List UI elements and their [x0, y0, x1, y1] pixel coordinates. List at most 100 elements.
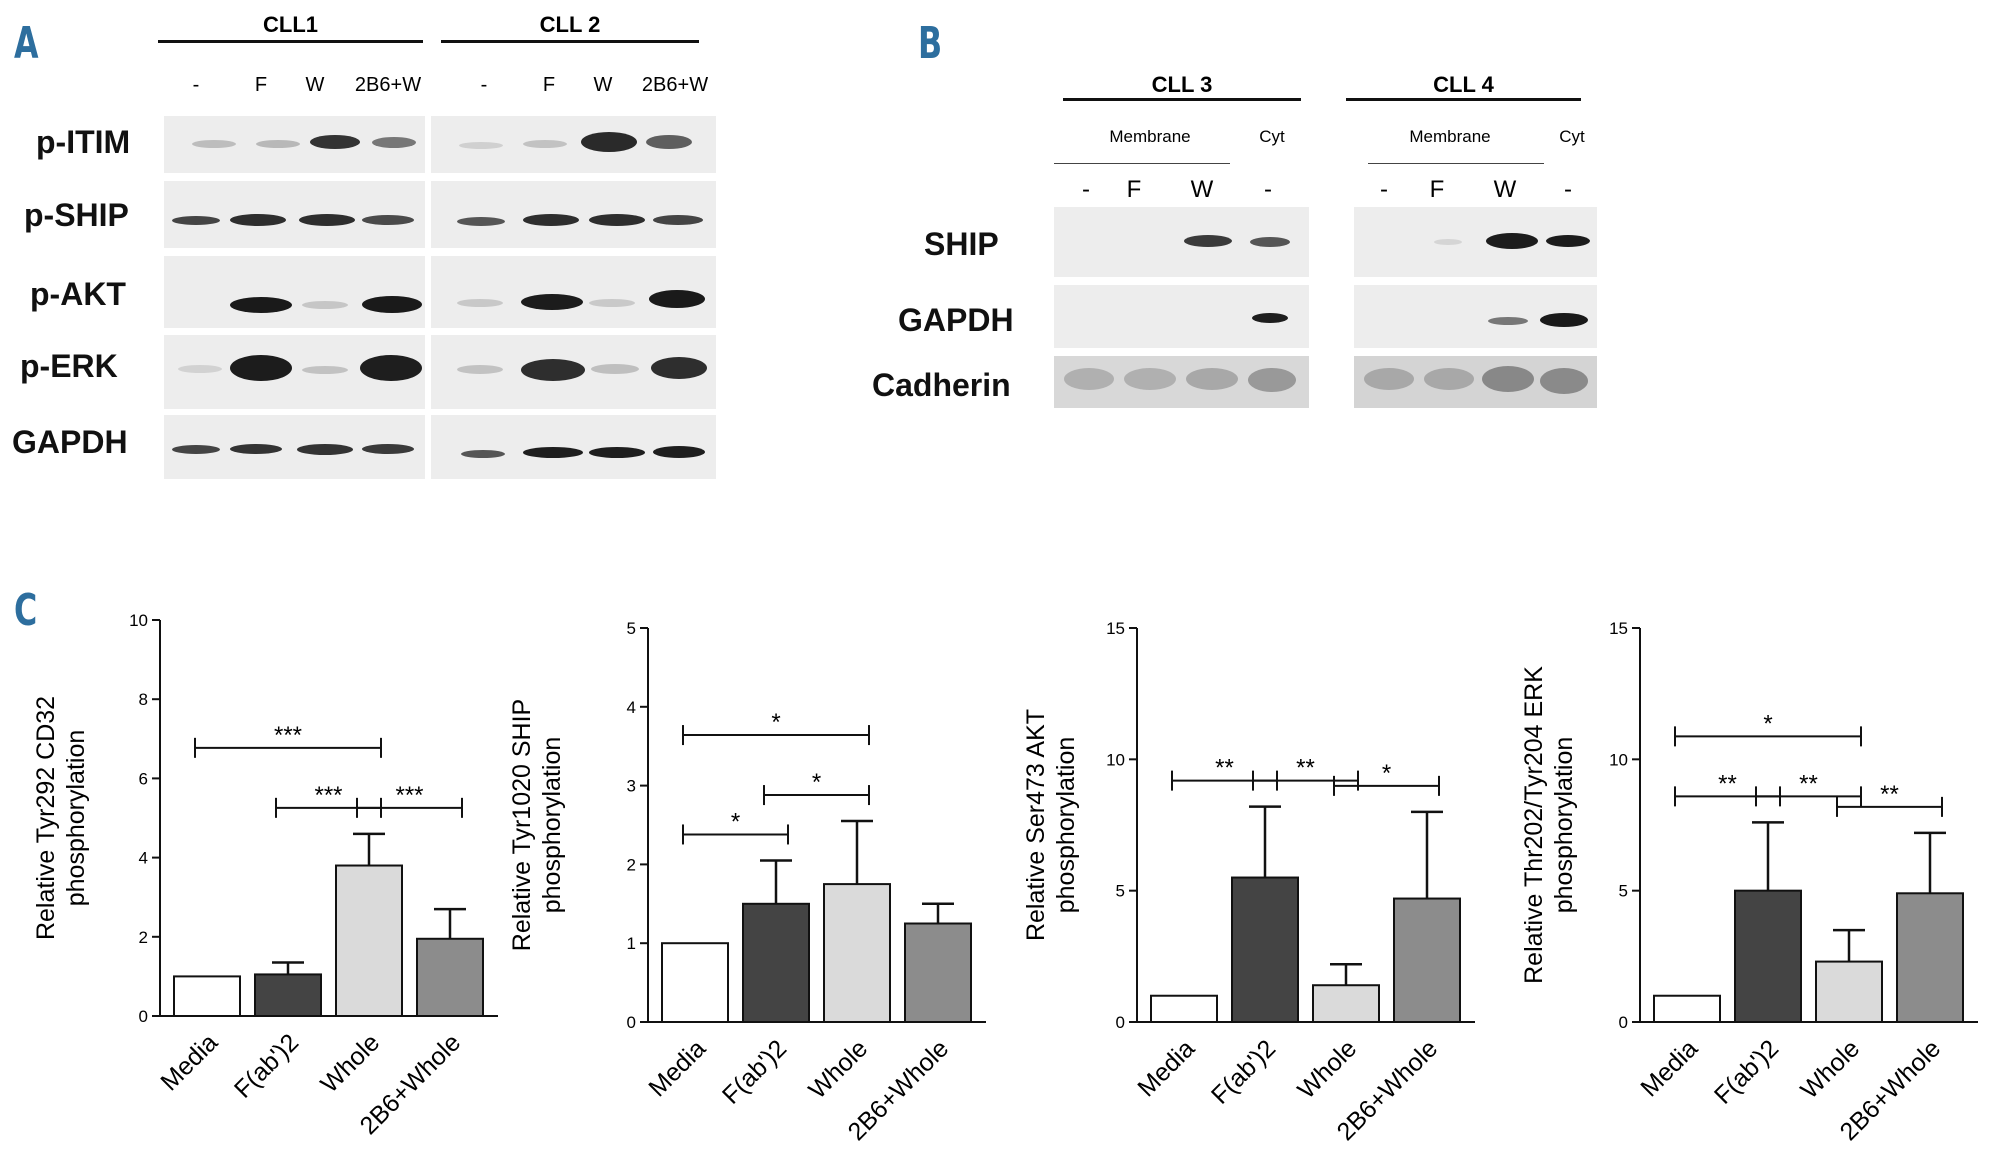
blot-strip	[164, 415, 425, 479]
bar-f-ab-2	[254, 973, 322, 1017]
blot-strip	[164, 256, 425, 328]
fraction-label-membrane: Membrane	[1409, 127, 1491, 146]
bar-2b6-whole	[1393, 897, 1461, 1024]
fraction-label-cyt: Cyt	[1259, 127, 1285, 146]
group-line	[158, 40, 423, 43]
y-axis-label-line: Relative Tyr1020 SHIP	[508, 699, 536, 951]
y-axis-label-line: Relative Thr202/Tyr204 ERK	[1520, 666, 1548, 984]
group-line	[441, 40, 699, 43]
blot-strip	[431, 335, 716, 409]
lane-label: F	[254, 74, 268, 96]
blot-strip	[164, 181, 425, 248]
y-tick-label: 0	[1619, 1013, 1628, 1032]
lane-label: W	[593, 74, 613, 96]
bar-media	[173, 975, 241, 1018]
y-tick-label: 6	[139, 769, 148, 788]
y-tick-label: 8	[139, 690, 148, 709]
y-axis-label-line: phosphorylation	[538, 737, 566, 914]
bar-f-ab-2	[742, 902, 810, 1023]
membrane-line	[1054, 163, 1230, 164]
category-label: Media	[155, 1028, 223, 1096]
lane-label: W	[1190, 176, 1214, 203]
panel-label-c: C	[14, 585, 38, 636]
bar-whole	[1815, 960, 1883, 1024]
y-tick-label: 2	[139, 928, 148, 947]
lane-label: W	[305, 74, 325, 96]
y-axis-label-line: Relative Ser473 AKT	[1022, 709, 1050, 941]
y-tick-label: 15	[1609, 619, 1628, 638]
significance-label: *	[1382, 760, 1391, 787]
category-label: F(ab')2	[717, 1034, 792, 1109]
y-tick-label: 4	[627, 698, 636, 717]
significance-label: *	[731, 808, 740, 835]
bar-chart-ship: 0 1 2 3 4 5 Relative Tyr1020 SHIPphosphorylati…	[508, 619, 986, 1146]
row-label-cadherin: Cadherin	[872, 367, 1011, 403]
bar-2b6-whole	[1896, 892, 1964, 1023]
significance-label: **	[1799, 770, 1818, 797]
row-label-p-ship: p-SHIP	[24, 197, 129, 233]
y-tick-label: 4	[139, 849, 148, 868]
significance-label: *	[771, 709, 780, 736]
y-tick-label: 2	[627, 855, 636, 874]
y-tick-label: 10	[1609, 750, 1628, 769]
lane-label: F	[1126, 176, 1142, 203]
y-tick-label: 0	[139, 1007, 148, 1026]
category-label: F(ab')2	[229, 1028, 304, 1103]
row-label-gapdh: GAPDH	[898, 302, 1014, 338]
significance-label: ***	[274, 722, 302, 749]
y-tick-label: 0	[627, 1013, 636, 1032]
row-label-p-itim: p-ITIM	[36, 124, 131, 160]
blot-strip	[431, 116, 716, 173]
bar-media	[1150, 994, 1218, 1024]
group-line	[1063, 98, 1301, 101]
lane-label: -	[1264, 176, 1272, 203]
bar-media	[1653, 994, 1721, 1024]
lane-label: -	[192, 74, 200, 96]
category-label: Whole	[315, 1028, 385, 1098]
y-axis-label-line: phosphorylation	[1550, 737, 1578, 914]
blot-strip	[1354, 207, 1597, 277]
bar-chart-cd32: 0 2 4 6 8 10 Relative Tyr292 CD32phosphorylati…	[32, 611, 498, 1140]
significance-label: ***	[395, 782, 423, 809]
bar-chart-akt: 0 5 10 15 Relative Ser473 AKTphosphorylation…	[1022, 619, 1475, 1146]
bar-f-ab-2	[1734, 889, 1802, 1024]
y-axis-label: Relative Tyr292 CD32phosphorylation	[32, 696, 90, 940]
category-label: F(ab')2	[1709, 1034, 1784, 1109]
bar-chart-erk: 0 5 10 15 Relative Thr202/Tyr204 ERKphosphor…	[1520, 619, 1978, 1146]
lane-label: W	[1493, 176, 1517, 203]
y-axis-label: Relative Ser473 AKTphosphorylation	[1022, 709, 1080, 941]
significance-label: **	[1296, 755, 1315, 782]
significance-label: **	[1880, 781, 1899, 808]
y-axis-label: Relative Thr202/Tyr204 ERKphosphorylatio…	[1520, 666, 1578, 984]
blot-strip	[164, 335, 425, 409]
blot-strip	[1054, 285, 1309, 348]
bar-whole	[1312, 984, 1380, 1024]
panel-label-b: B	[918, 18, 943, 69]
lane-label: -	[480, 74, 488, 96]
group-line	[1346, 98, 1581, 101]
bar-whole	[335, 864, 403, 1018]
membrane-line	[1368, 163, 1544, 164]
group-label-cll4: CLL 4	[1433, 72, 1494, 97]
category-label: Media	[1635, 1034, 1703, 1102]
bar-2b6-whole	[416, 937, 484, 1018]
category-label: F(ab')2	[1206, 1034, 1281, 1109]
y-tick-label: 15	[1106, 619, 1125, 638]
fraction-label-membrane: Membrane	[1109, 127, 1191, 146]
y-axis-label-line: phosphorylation	[1052, 737, 1080, 914]
y-axis-label: Relative Tyr1020 SHIPphosphorylation	[508, 699, 566, 951]
y-tick-label: 1	[627, 934, 636, 953]
y-tick-label: 0	[1116, 1013, 1125, 1032]
row-label-ship: SHIP	[924, 226, 999, 262]
row-label-gapdh: GAPDH	[12, 424, 128, 460]
category-label: Whole	[803, 1034, 873, 1104]
blot-strip	[431, 415, 716, 479]
lane-label: F	[1429, 176, 1445, 203]
significance-label: *	[812, 769, 821, 796]
y-tick-label: 10	[1106, 750, 1125, 769]
bar-whole	[823, 883, 891, 1023]
lane-label: -	[1564, 176, 1572, 203]
lane-label: -	[1082, 176, 1090, 203]
y-tick-label: 5	[1116, 882, 1125, 901]
lane-label: -	[1380, 176, 1388, 203]
